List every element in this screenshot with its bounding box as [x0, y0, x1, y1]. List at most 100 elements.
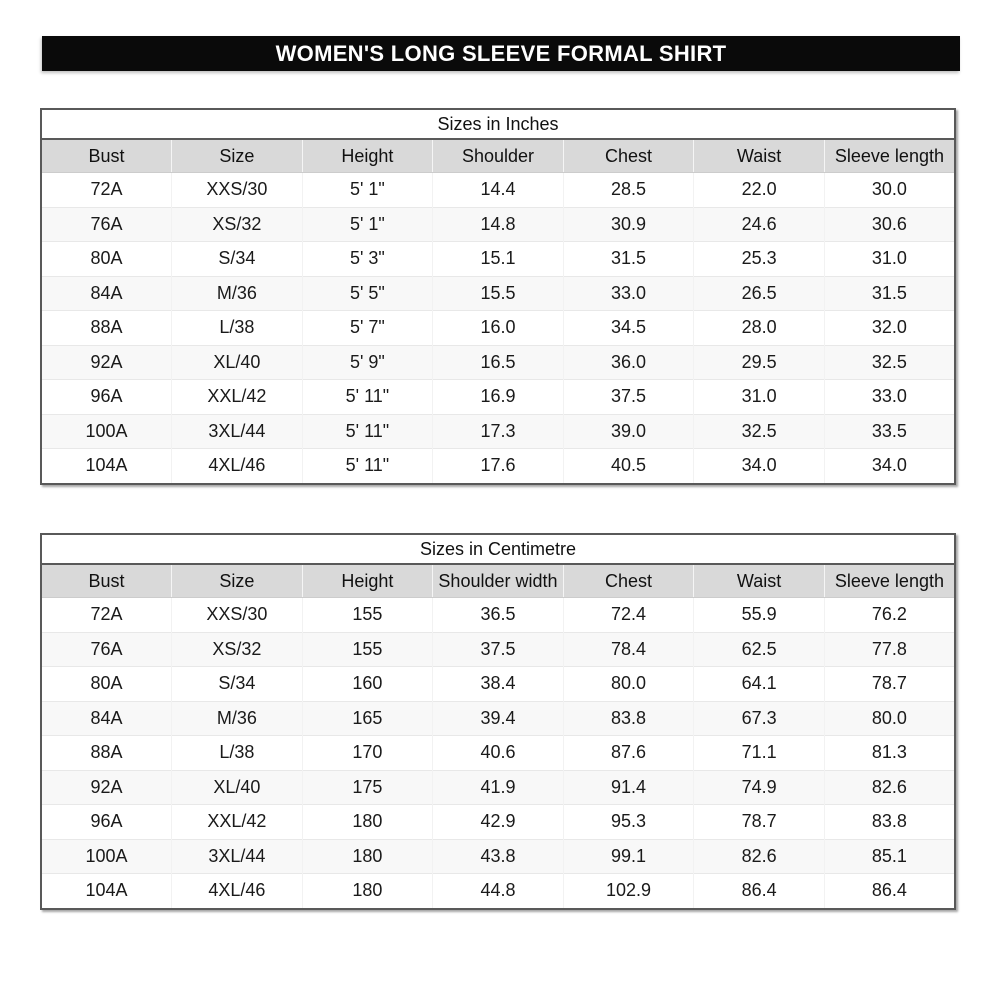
table-cell: XXL/42: [171, 379, 303, 414]
column-header-shoulder: Shoulder: [432, 139, 564, 173]
table-cell: 78.7: [693, 804, 825, 839]
table-cell: 64.1: [693, 666, 825, 701]
table-cell: 180: [301, 804, 433, 839]
table-cell: 5' 7": [301, 310, 433, 345]
table-cell: XXS/30: [171, 597, 303, 632]
table-cell: 84A: [41, 275, 172, 311]
table-cell: 83.8: [562, 700, 694, 736]
table-cell: XL/40: [171, 344, 303, 380]
table-cell: L/38: [171, 310, 303, 345]
column-header-shoulder-width: Shoulder width: [432, 564, 564, 598]
table-cell: 175: [301, 769, 433, 805]
table-cell: M/36: [171, 700, 303, 736]
table-cell: 155: [301, 631, 433, 667]
table-cell: 78.7: [823, 666, 955, 701]
table-cell: 16.5: [432, 344, 564, 380]
table-cell: 28.0: [693, 310, 825, 345]
table-cell: 104A: [41, 448, 172, 484]
table-cell: 71.1: [693, 735, 825, 770]
table-row: 92A XL/40 175 41.9 91.4 74.9 82.6: [41, 769, 955, 805]
table-cell: 76A: [41, 206, 172, 242]
table-row: 84A M/36 5' 5" 15.5 33.0 26.5 31.5: [41, 275, 955, 311]
table-cell: 29.5: [693, 344, 825, 380]
table-cell: 22.0: [693, 172, 825, 207]
table-cell: 17.6: [432, 448, 564, 484]
table-cell: 74.9: [693, 769, 825, 805]
column-header-sleeve-length: Sleeve length: [823, 564, 955, 598]
table-cell: 82.6: [693, 838, 825, 874]
column-header-size: Size: [171, 564, 303, 598]
table-cell: 24.6: [693, 206, 825, 242]
table-cell: 99.1: [562, 838, 694, 874]
table-cell: 5' 11": [301, 413, 433, 449]
table-cell: XXS/30: [171, 172, 303, 207]
table-cell: 82.6: [823, 769, 955, 805]
table-cell: M/36: [171, 275, 303, 311]
table-cell: 40.6: [432, 735, 564, 770]
table-cell: 31.0: [693, 379, 825, 414]
table-cell: 41.9: [432, 769, 564, 805]
table-row: 88A L/38 5' 7" 16.0 34.5 28.0 32.0: [41, 310, 955, 345]
table-cell: 5' 5": [301, 275, 433, 311]
column-header-chest: Chest: [562, 139, 694, 173]
table-cell: 30.9: [562, 206, 694, 242]
table-title: Sizes in Centimetre: [41, 534, 955, 565]
table-cell: S/34: [171, 241, 303, 276]
table-cell: 88A: [41, 310, 172, 345]
table-cell: 83.8: [823, 804, 955, 839]
table-cell: 44.8: [432, 873, 564, 909]
table-cell: 81.3: [823, 735, 955, 770]
table-cell: 100A: [41, 413, 172, 449]
table-row: 88A L/38 170 40.6 87.6 71.1 81.3: [41, 735, 955, 770]
table-cell: 31.0: [823, 241, 955, 276]
table-row: 100A 3XL/44 180 43.8 99.1 82.6 85.1: [41, 838, 955, 874]
table-title-row: Sizes in Inches: [41, 109, 955, 140]
table-cell: 5' 1": [301, 172, 433, 207]
table-cell: 38.4: [432, 666, 564, 701]
table-cell: 160: [301, 666, 433, 701]
table-cell: 80.0: [823, 700, 955, 736]
table-cell: 33.0: [823, 379, 955, 414]
sizes-in-centimetre-table: Sizes in Centimetre Bust Size Height Should…: [40, 533, 956, 910]
table-row: 80A S/34 5' 3" 15.1 31.5 25.3 31.0: [41, 241, 955, 276]
table-row: 84A M/36 165 39.4 83.8 67.3 80.0: [41, 700, 955, 736]
table-cell: 76A: [41, 631, 172, 667]
table-cell: 25.3: [693, 241, 825, 276]
column-header-height: Height: [301, 139, 433, 173]
table-cell: 39.4: [432, 700, 564, 736]
table-cell: 180: [301, 873, 433, 909]
table-cell: 92A: [41, 769, 172, 805]
table-row: 76A XS/32 155 37.5 78.4 62.5 77.8: [41, 631, 955, 667]
table-cell: 32.0: [823, 310, 955, 345]
column-header-waist: Waist: [693, 564, 825, 598]
table-cell: 102.9: [562, 873, 694, 909]
table-cell: 5' 1": [301, 206, 433, 242]
table-row: 92A XL/40 5' 9" 16.5 36.0 29.5 32.5: [41, 344, 955, 380]
table-cell: 88A: [41, 735, 172, 770]
table-cell: 86.4: [693, 873, 825, 909]
table-cell: 96A: [41, 804, 172, 839]
table-cell: 16.9: [432, 379, 564, 414]
column-header-waist: Waist: [693, 139, 825, 173]
table-row: 104A 4XL/46 180 44.8 102.9 86.4 86.4: [41, 873, 955, 909]
table-cell: 37.5: [432, 631, 564, 667]
table-cell: 5' 9": [301, 344, 433, 380]
table-row: 76A XS/32 5' 1" 14.8 30.9 24.6 30.6: [41, 206, 955, 242]
table-cell: 86.4: [823, 873, 955, 909]
table-title-row: Sizes in Centimetre: [41, 534, 955, 565]
column-header-chest: Chest: [562, 564, 694, 598]
table-row: 96A XXL/42 180 42.9 95.3 78.7 83.8: [41, 804, 955, 839]
table-cell: 28.5: [562, 172, 694, 207]
table-cell: 92A: [41, 344, 172, 380]
table-cell: 36.0: [562, 344, 694, 380]
table-cell: XS/32: [171, 206, 303, 242]
table-cell: 14.4: [432, 172, 564, 207]
table-cell: 30.0: [823, 172, 955, 207]
table-cell: 95.3: [562, 804, 694, 839]
table-cell: 40.5: [562, 448, 694, 484]
table-cell: 85.1: [823, 838, 955, 874]
table-cell: 32.5: [693, 413, 825, 449]
table-cell: 78.4: [562, 631, 694, 667]
table-cell: 77.8: [823, 631, 955, 667]
table-cell: 37.5: [562, 379, 694, 414]
